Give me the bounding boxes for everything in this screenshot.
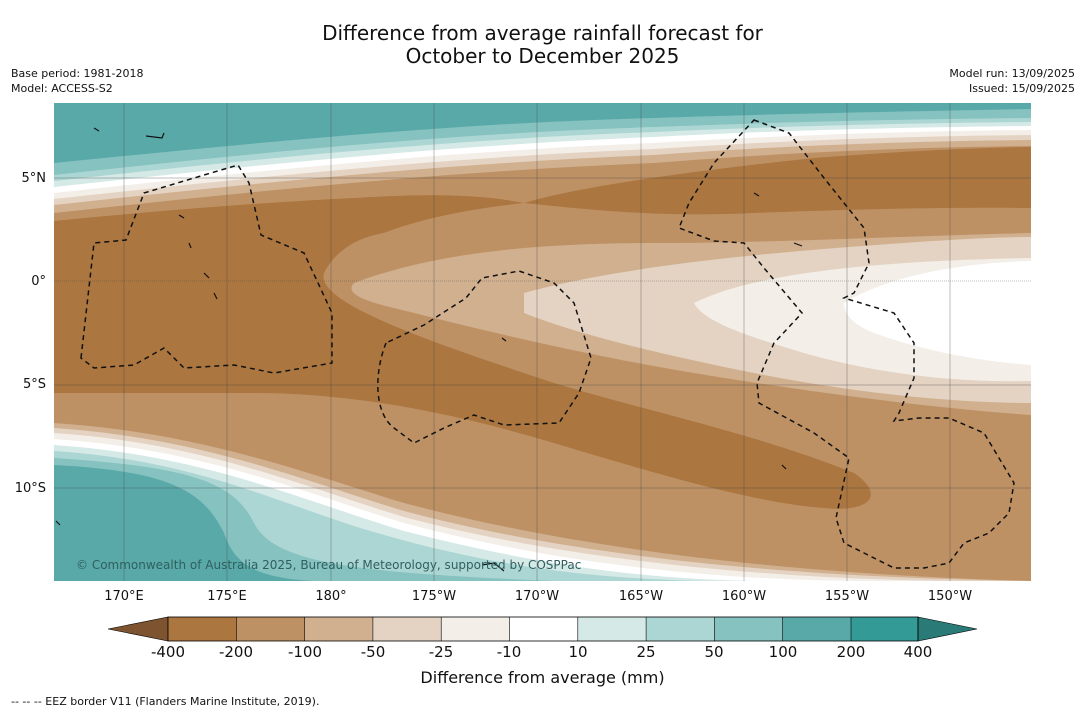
colorbar-bin-5	[441, 617, 510, 641]
colorbar-bin-8	[646, 617, 715, 641]
lon-label-155w: 155°W	[824, 589, 870, 604]
colorbar-tick: -200	[218, 643, 254, 661]
colorbar-title: Difference from average (mm)	[420, 668, 665, 687]
colorbar-tick: 10	[568, 643, 588, 661]
lon-label-150w: 150°W	[927, 589, 973, 604]
colorbar-tick: 25	[636, 643, 656, 661]
island-line-1	[793, 242, 803, 247]
issued-label: Issued: 15/09/2025	[968, 82, 1075, 95]
title-line-1: Difference from average rainfall forecas…	[322, 21, 763, 45]
island-phoenix-1	[501, 337, 507, 342]
colorbar-tick: -10	[496, 643, 522, 661]
colorbar-bin-4	[372, 617, 442, 641]
lat-label-10s: 10°S	[14, 481, 46, 496]
colorbar-bin-1	[168, 617, 237, 641]
region-negative-400-core	[54, 147, 1031, 509]
colorbar-bin-2	[236, 617, 305, 641]
islands	[55, 127, 803, 572]
colorbar-bin-10	[782, 617, 851, 641]
island-gilbert-2	[188, 242, 192, 249]
colorbar-arrow-high	[917, 616, 978, 642]
colorbar-tick: -400	[150, 643, 186, 661]
island-line-2	[781, 464, 787, 470]
lon-label-160w: 160°W	[721, 589, 767, 604]
colorbar-arrow-low	[107, 616, 169, 642]
island-south-2	[55, 520, 61, 526]
lon-label-170e: 170°E	[104, 589, 144, 604]
island-marshall-2	[93, 127, 100, 132]
island-south-1	[481, 562, 505, 572]
colorbar-tick: -50	[360, 643, 386, 661]
lon-label-170w: 170°W	[514, 589, 560, 604]
eez-footnote: -- -- -- EEZ border V11 (Flanders Marine…	[11, 695, 320, 708]
lon-label-180: 180°	[315, 589, 347, 604]
region-neutral-east	[844, 261, 1031, 365]
colorbar-tick: -25	[428, 643, 454, 661]
lat-label-0: 0°	[31, 274, 46, 289]
map-title: Difference from average rainfall forecas…	[0, 22, 1085, 68]
meta-right: Model run: 13/09/2025 Issued: 15/09/2025	[949, 66, 1075, 96]
colorbar-tick: 200	[836, 643, 866, 661]
colorbar-bin-6	[509, 617, 578, 641]
map-svg	[54, 103, 1031, 581]
island-gilbert-3	[203, 272, 210, 279]
meta-left: Base period: 1981-2018 Model: ACCESS-S2	[11, 66, 143, 96]
island-kiritimati	[753, 192, 760, 197]
model-run-label: Model run: 13/09/2025	[949, 67, 1075, 80]
colorbar-tick: 400	[903, 643, 933, 661]
colorbar-tick: -100	[287, 643, 323, 661]
colorbar-tick: 100	[768, 643, 798, 661]
colorbar-outline	[167, 616, 919, 642]
colorbar-bin-7	[577, 617, 647, 641]
colorbar-bin-3	[304, 617, 373, 641]
colorbar-dividers	[236, 617, 852, 641]
island-gilbert-4	[213, 292, 218, 300]
colorbar-tick: 50	[704, 643, 724, 661]
island-gilbert-1	[178, 214, 185, 219]
copyright-text: © Commonwealth of Australia 2025, Bureau…	[76, 558, 582, 572]
lat-label-5s: 5°S	[22, 377, 46, 392]
eez-borders	[80, 119, 1015, 569]
eez-kiribati-gilbert	[80, 164, 333, 374]
region-positive-200-south	[54, 465, 314, 581]
base-period-label: Base period: 1981-2018	[11, 67, 144, 80]
lon-label-175e: 175°E	[207, 589, 247, 604]
model-label: Model: ACCESS-S2	[11, 82, 113, 95]
title-line-2: October to December 2025	[405, 44, 680, 68]
graticule	[54, 103, 1031, 581]
eez-line-islands	[678, 119, 1015, 569]
eez-kiribati-phoenix	[377, 270, 592, 444]
lon-label-175w: 175°W	[411, 589, 457, 604]
colorbar-bin-11	[851, 617, 918, 641]
lon-label-165w: 165°W	[618, 589, 664, 604]
lat-label-5n: 5°N	[21, 171, 47, 186]
colorbar-bin-9	[714, 617, 783, 641]
island-marshall-1	[145, 132, 165, 139]
rainfall-map[interactable]: © Commonwealth of Australia 2025, Bureau…	[54, 103, 1031, 581]
